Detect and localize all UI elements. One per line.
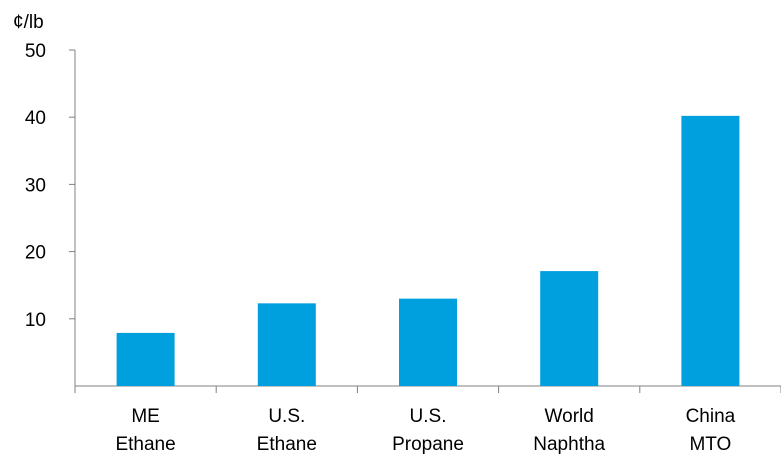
bar <box>399 298 457 386</box>
x-tick-label-line: Propane <box>392 434 464 455</box>
x-tick-label-line: Ethane <box>115 434 175 455</box>
bar <box>116 332 175 386</box>
x-tick-label-line: World <box>545 406 594 427</box>
x-tick-label: U.S. Propane <box>392 406 464 455</box>
bars <box>116 115 740 386</box>
x-tick-label-line: Ethane <box>257 434 317 455</box>
x-tick-label-line: MTO <box>689 434 731 455</box>
x-tick-label-line: China <box>686 406 736 427</box>
x-tick-label-line: ME <box>131 406 160 427</box>
y-tick-label: 10 <box>25 310 46 331</box>
x-tick-label: U.S. Ethane <box>257 406 317 455</box>
x-tick-labels: ME Ethane U.S. Ethane U.S. Propane World Naphth… <box>115 406 735 455</box>
y-tick-label: 20 <box>25 243 46 264</box>
y-tick-label: 40 <box>25 108 46 129</box>
x-tick-label-line: U.S. <box>268 406 305 427</box>
x-tick-label: World Naphtha <box>533 406 605 455</box>
y-tick-label: 50 <box>25 41 46 62</box>
y-axis-unit-label: ¢/lb <box>13 12 44 33</box>
bar <box>540 271 599 386</box>
y-tick-labels: 10 20 30 40 50 <box>25 41 46 331</box>
y-tick-label: 30 <box>25 175 46 196</box>
x-tick-label-line: U.S. <box>410 406 447 427</box>
x-tick-label-line: Naphtha <box>533 434 605 455</box>
x-tick-label: China MTO <box>686 406 736 455</box>
bar <box>257 303 316 386</box>
x-tick-label: ME Ethane <box>115 406 175 455</box>
bar <box>681 115 740 386</box>
